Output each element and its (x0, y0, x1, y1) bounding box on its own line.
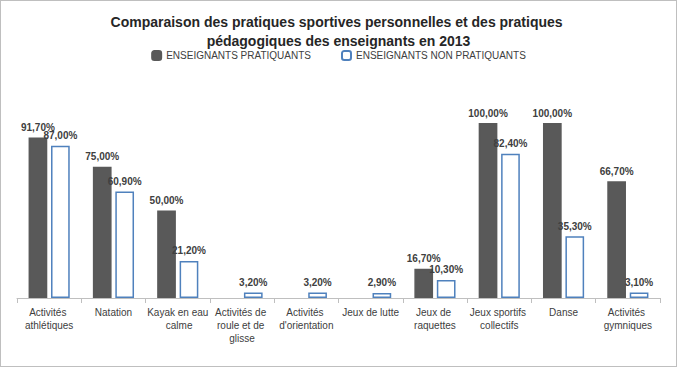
svg-text:60,90%: 60,90% (108, 176, 142, 187)
svg-text:Comparaison des pratiques spor: Comparaison des pratiques sportives pers… (111, 14, 567, 30)
svg-text:Activités: Activités (29, 307, 69, 318)
svg-text:gymniques: gymniques (604, 320, 652, 331)
svg-text:87,00%: 87,00% (43, 130, 77, 141)
svg-text:35,30%: 35,30% (558, 221, 592, 232)
svg-text:Activités: Activités (608, 307, 648, 318)
svg-text:Danse: Danse (549, 307, 578, 318)
svg-text:calme: calme (163, 320, 193, 331)
svg-text:75,00%: 75,00% (85, 151, 119, 162)
svg-text:Activités de: Activités de (215, 307, 269, 318)
svg-text:16,70%: 16,70% (407, 253, 441, 264)
svg-text:91,70%: 91,70% (21, 122, 55, 133)
svg-text:100,00%: 100,00% (533, 108, 573, 119)
svg-text:82,40%: 82,40% (494, 138, 528, 149)
svg-text:3,10%: 3,10% (625, 277, 653, 288)
svg-text:ENSEIGNANTS PRATIQUANTS: ENSEIGNANTS PRATIQUANTS (166, 50, 311, 61)
svg-text:Jeux sportifs: Jeux sportifs (470, 307, 529, 318)
svg-text:100,00%: 100,00% (468, 108, 508, 119)
svg-text:raquettes: raquettes (414, 320, 456, 331)
svg-text:pédagogiques des enseignants e: pédagogiques des enseignants en 2013 (207, 33, 471, 49)
svg-text:50,00%: 50,00% (150, 195, 184, 206)
svg-text:Jeux de lutte: Jeux de lutte (342, 307, 399, 318)
svg-text:3,20%: 3,20% (239, 277, 267, 288)
svg-text:ENSEIGNANTS NON PRATIQUANTS: ENSEIGNANTS NON PRATIQUANTS (356, 50, 526, 61)
svg-text:66,70%: 66,70% (600, 166, 634, 177)
svg-text:Activités: Activités (286, 307, 326, 318)
svg-text:collectifs: collectifs (480, 320, 518, 331)
svg-text:roule et de: roule et de (217, 320, 267, 331)
svg-text:athlétiques: athlétiques (25, 320, 73, 331)
svg-text:Kayak en eau: Kayak en eau (147, 307, 208, 318)
svg-text:2,90%: 2,90% (368, 277, 396, 288)
svg-text:3,20%: 3,20% (303, 277, 331, 288)
svg-text:21,20%: 21,20% (172, 245, 206, 256)
svg-text:Natation: Natation (95, 307, 132, 318)
svg-text:Jeux de: Jeux de (416, 307, 454, 318)
svg-text:glisse: glisse (229, 333, 255, 344)
svg-text:10,30%: 10,30% (429, 264, 463, 275)
svg-text:d'orientation: d'orientation (279, 320, 333, 331)
